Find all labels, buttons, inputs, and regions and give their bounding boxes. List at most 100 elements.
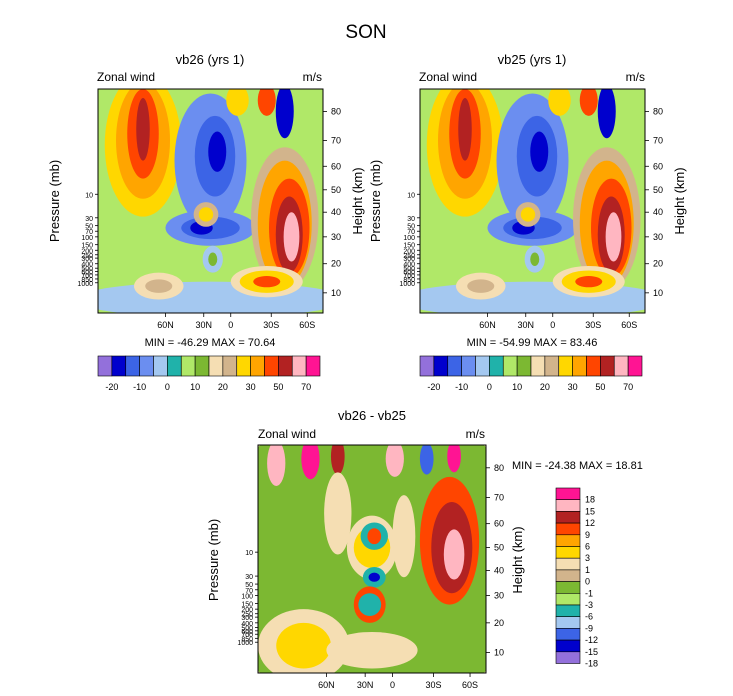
subtitle-right: m/s bbox=[626, 70, 645, 84]
colorbar-swatch bbox=[613, 355, 629, 377]
y-right-tick-label: 70 bbox=[653, 136, 663, 146]
colorbar-label: 70 bbox=[623, 382, 633, 392]
colorbar-swatch bbox=[125, 355, 140, 377]
y-tick-label: 500 bbox=[403, 266, 415, 273]
y-axis-label-right: Height (km) bbox=[672, 167, 687, 234]
x-tick-label: 0 bbox=[390, 680, 395, 690]
y-tick-label: 150 bbox=[241, 601, 253, 608]
colorbar-label: 15 bbox=[585, 506, 595, 516]
colorbar-swatch bbox=[153, 355, 168, 377]
panel-title: vb26 - vb25 bbox=[338, 408, 406, 423]
y-right-tick-label: 20 bbox=[653, 259, 663, 269]
contour-region bbox=[520, 207, 536, 222]
contour-region bbox=[467, 279, 495, 293]
y-tick-label: 600 bbox=[81, 270, 93, 277]
y-tick-label: 50 bbox=[245, 582, 253, 589]
colorbar-swatch bbox=[516, 355, 532, 377]
colorbar-swatch bbox=[167, 355, 182, 377]
x-tick-label: 0 bbox=[228, 320, 233, 330]
colorbar-label: 70 bbox=[301, 382, 311, 392]
figure-title: SON bbox=[345, 22, 386, 43]
colorbar-swatch bbox=[447, 355, 462, 377]
panel-vb25: vb25 (yrs 1) Zonal wind m/s Pressure (mb… bbox=[368, 52, 687, 392]
y-right-tick-label: 50 bbox=[331, 185, 341, 195]
colorbar-swatch bbox=[555, 511, 581, 524]
y-tick-label: 600 bbox=[403, 270, 415, 277]
colorbar-label: 50 bbox=[595, 382, 605, 392]
y-right-tick-label: 50 bbox=[653, 185, 663, 195]
colorbar-swatch bbox=[555, 628, 581, 641]
y-tick-label: 700 bbox=[403, 273, 415, 280]
y-tick-label: 300 bbox=[403, 256, 415, 263]
panel-difference: vb26 - vb25 Zonal wind m/s Pressure (mb)… bbox=[206, 408, 643, 690]
contour-region bbox=[283, 212, 300, 262]
contour-region bbox=[330, 445, 345, 475]
colorbar-label: -1 bbox=[585, 588, 593, 598]
y-right-tick-label: 60 bbox=[494, 519, 504, 529]
y-tick-label: 1000 bbox=[399, 281, 415, 288]
colorbar-label: 1 bbox=[585, 565, 590, 575]
contour-region bbox=[458, 97, 472, 161]
subtitle-left: Zonal wind bbox=[419, 70, 477, 84]
colorbar-swatch bbox=[222, 355, 238, 377]
y-tick-label: 300 bbox=[81, 256, 93, 263]
y-tick-label: 100 bbox=[81, 235, 93, 242]
contour-region bbox=[324, 472, 352, 555]
y-tick-label: 250 bbox=[403, 253, 415, 260]
y-right-tick-label: 60 bbox=[331, 161, 341, 171]
y-right-tick-label: 30 bbox=[331, 232, 341, 242]
colorbar-swatch bbox=[180, 355, 196, 377]
y-tick-label: 400 bbox=[403, 262, 415, 269]
y-right-tick-label: 40 bbox=[653, 207, 663, 217]
contour-region bbox=[226, 89, 249, 116]
y-right-tick-label: 80 bbox=[331, 106, 341, 116]
colorbar-swatch bbox=[139, 355, 154, 377]
y-tick-label: 500 bbox=[241, 625, 253, 632]
y-right-tick-label: 40 bbox=[331, 207, 341, 217]
y-tick-label: 700 bbox=[241, 632, 253, 639]
contour-region bbox=[275, 89, 294, 139]
y-tick-label: 100 bbox=[241, 593, 253, 600]
plot-frame bbox=[97, 88, 324, 314]
y-axis-label-right: Height (km) bbox=[350, 167, 365, 234]
y-right-tick-label: 30 bbox=[494, 590, 504, 600]
y-tick-label: 150 bbox=[403, 243, 415, 250]
y-tick-label: 300 bbox=[241, 615, 253, 622]
contour-region bbox=[579, 89, 598, 116]
y-tick-label: 850 bbox=[81, 277, 93, 284]
colorbar-swatch bbox=[194, 355, 210, 377]
colorbar-swatch bbox=[264, 355, 279, 377]
colorbar-label: 30 bbox=[568, 382, 578, 392]
colorbar-swatch bbox=[600, 355, 615, 377]
contour-region bbox=[605, 212, 622, 262]
colorbar-label: -10 bbox=[133, 382, 146, 392]
colorbar-label: 0 bbox=[487, 382, 492, 392]
colorbar-label: -20 bbox=[427, 382, 440, 392]
subtitle-left: Zonal wind bbox=[258, 427, 316, 441]
y-right-tick-label: 40 bbox=[494, 565, 504, 575]
y-right-tick-label: 80 bbox=[494, 463, 504, 473]
y-axis-label: Pressure (mb) bbox=[206, 519, 221, 601]
colorbar-label: -12 bbox=[585, 635, 598, 645]
colorbar-label: 3 bbox=[585, 553, 590, 563]
y-tick-label: 600 bbox=[241, 629, 253, 636]
colorbar-label: 50 bbox=[273, 382, 283, 392]
colorbar-label: 18 bbox=[585, 495, 595, 505]
colorbar-label: 12 bbox=[585, 518, 595, 528]
colorbar-label: -20 bbox=[105, 382, 118, 392]
y-tick-label: 200 bbox=[81, 248, 93, 255]
x-tick-label: 30N bbox=[517, 320, 534, 330]
contour-region bbox=[548, 89, 571, 116]
subtitle-left: Zonal wind bbox=[97, 70, 155, 84]
colorbar-swatch bbox=[250, 355, 265, 377]
colorbar-swatch bbox=[555, 487, 581, 500]
colorbar-swatch bbox=[544, 355, 560, 377]
y-tick-label: 1000 bbox=[237, 640, 253, 647]
y-right-tick-label: 20 bbox=[331, 259, 341, 269]
contour-region bbox=[447, 445, 461, 473]
contour-region bbox=[276, 622, 331, 669]
colorbar-label: 10 bbox=[190, 382, 200, 392]
x-tick-label: 60S bbox=[621, 320, 637, 330]
y-right-tick-label: 30 bbox=[653, 232, 663, 242]
